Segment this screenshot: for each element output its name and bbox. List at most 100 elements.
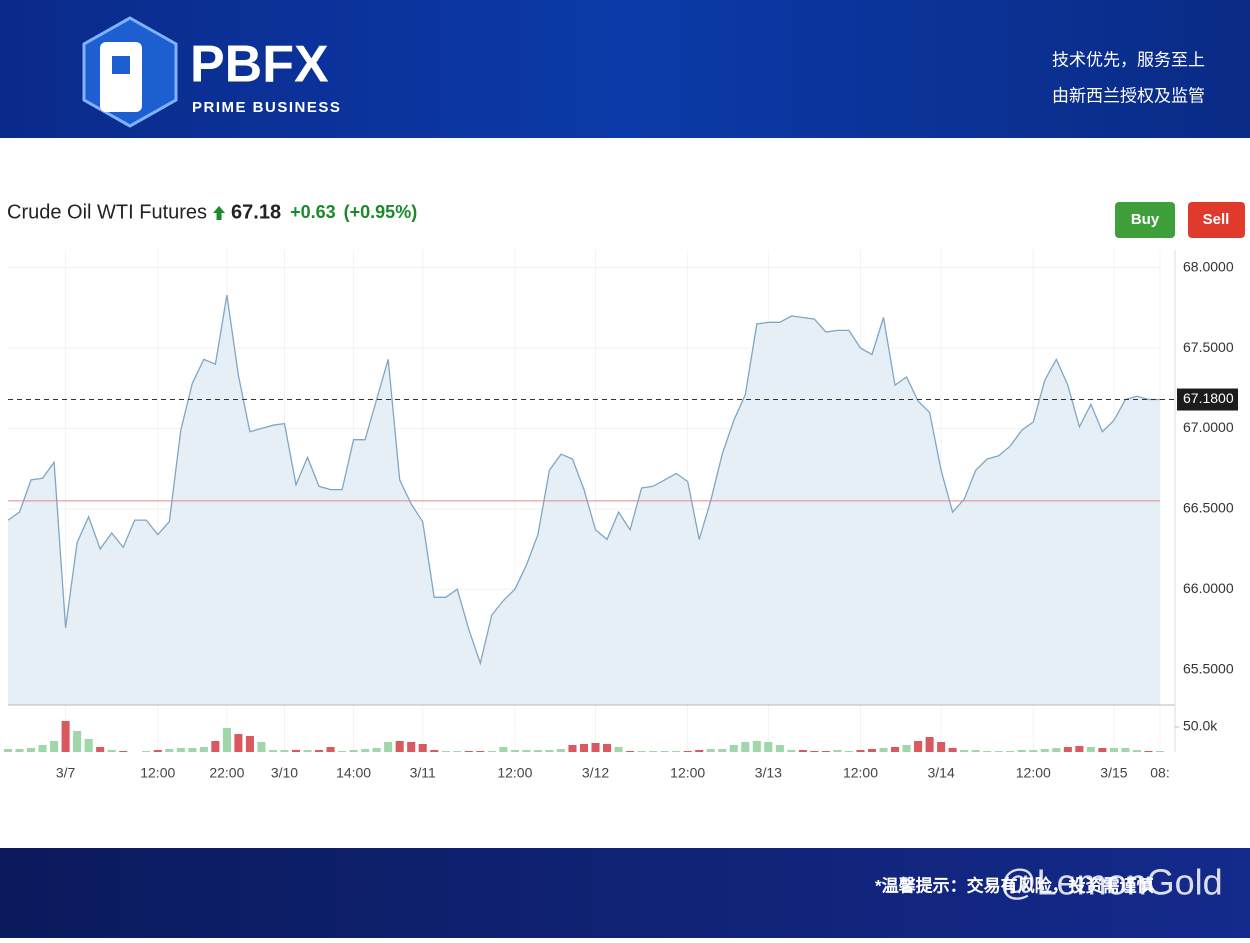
volume-bar xyxy=(614,747,623,752)
volume-bar xyxy=(787,750,796,752)
volume-bar xyxy=(1109,748,1118,752)
slogan: 技术优先，服务至上 xyxy=(1052,50,1205,69)
volume-bar xyxy=(591,743,600,752)
volume-bar xyxy=(867,749,877,752)
volume-bar xyxy=(395,741,404,752)
change: +0.63 xyxy=(290,202,336,222)
x-tick-label: 12:00 xyxy=(1016,765,1051,781)
regulation: 由新西兰授权及监管 xyxy=(1052,86,1205,105)
volume-bar xyxy=(994,751,1003,752)
volume-bar xyxy=(706,749,715,752)
volume-bar xyxy=(683,751,692,752)
price-line xyxy=(7,294,1160,666)
volume-bar xyxy=(50,741,59,752)
footer-note: *温馨提示：交易有风险，投资需谨慎 xyxy=(875,875,1154,895)
price-area xyxy=(8,295,1160,705)
volume-bar xyxy=(476,751,485,752)
x-tick-label: 3/13 xyxy=(755,765,782,781)
volume-bar xyxy=(326,747,335,752)
volume-bar xyxy=(291,750,301,752)
volume-bar xyxy=(533,750,542,752)
volume-bar xyxy=(1040,749,1049,752)
volume-bar xyxy=(937,742,946,752)
brand-tagline: PRIME BUSINESS xyxy=(192,99,341,116)
brand: PBFX xyxy=(190,36,329,94)
buy-button[interactable] xyxy=(1115,202,1175,238)
y-tick-label: 67.5000 xyxy=(1183,339,1234,355)
volume-bar xyxy=(695,750,704,752)
x-tick-label: 3/15 xyxy=(1100,765,1127,781)
volume-bar xyxy=(280,750,289,752)
volume-bar xyxy=(798,750,807,752)
x-tick-label: 12:00 xyxy=(140,765,175,781)
volume-bar xyxy=(568,745,577,752)
volume-bar xyxy=(971,750,980,752)
volume-bar xyxy=(188,748,197,752)
volume-bar xyxy=(199,747,208,752)
volume-bar xyxy=(315,750,324,752)
volume-bar xyxy=(960,750,969,752)
x-tick-label: 3/7 xyxy=(56,765,76,781)
volume-bar xyxy=(165,749,174,752)
volume-bar xyxy=(741,742,750,752)
volume-bar xyxy=(579,744,589,752)
volume-bar xyxy=(84,739,93,752)
buy-label[interactable]: Buy xyxy=(1131,211,1160,228)
change-percent: (+0.95%) xyxy=(344,202,418,222)
volume-bar xyxy=(107,750,116,752)
x-tick-label: 3/14 xyxy=(927,765,954,781)
volume-bar xyxy=(879,748,888,752)
volume-bar xyxy=(61,721,70,752)
volume-bar xyxy=(15,749,24,752)
last-price-box xyxy=(1177,388,1238,411)
volume-bar xyxy=(902,745,911,752)
volume-bar xyxy=(810,751,819,752)
volume-bar xyxy=(418,744,427,752)
x-tick-label: 12:00 xyxy=(843,765,878,781)
quote: Crude Oil WTI Futures 67.18 +0.63 (+0.95%) xyxy=(7,201,417,223)
y-tick-label: 66.5000 xyxy=(1183,500,1234,516)
y-tick-label: 67.0000 xyxy=(1183,419,1234,435)
volume-bar xyxy=(775,745,784,752)
volume-bar xyxy=(38,745,47,752)
volume-bar xyxy=(603,744,612,752)
volume-bar xyxy=(752,741,761,752)
x-tick-label: 12:00 xyxy=(497,765,532,781)
price: 67.18 xyxy=(231,201,281,223)
sell-button[interactable] xyxy=(1188,202,1245,238)
volume-bar xyxy=(430,750,439,752)
volume-bar xyxy=(545,750,554,752)
volume-bar xyxy=(637,751,646,752)
volume-bar xyxy=(1029,750,1038,752)
chart-title: Crude Oil WTI Futures xyxy=(7,201,207,223)
volume-bar xyxy=(338,751,347,752)
header-bg xyxy=(0,0,1250,138)
volume-bar xyxy=(1144,751,1153,752)
volume-bar xyxy=(361,749,370,752)
volume-bar xyxy=(1075,746,1084,752)
volume-bar xyxy=(234,734,243,752)
y-tick-label: 65.5000 xyxy=(1183,660,1234,676)
volume-bar xyxy=(96,747,105,752)
x-tick-label: 3/10 xyxy=(271,765,298,781)
volume-bar xyxy=(718,749,727,752)
volume-bar xyxy=(983,751,992,752)
volume-bar xyxy=(649,751,658,752)
volume-bar xyxy=(303,750,312,752)
volume-bar xyxy=(556,749,565,752)
footer-bg xyxy=(0,848,1250,938)
volume-bar xyxy=(245,736,254,752)
volume-bar xyxy=(626,751,635,752)
x-tick-label: 12:00 xyxy=(670,765,705,781)
up-arrow xyxy=(213,206,226,220)
volume-bar xyxy=(510,750,519,752)
volume-bar xyxy=(925,737,934,752)
volume-bar xyxy=(453,751,462,752)
volume-bar xyxy=(1086,747,1095,752)
sell-label[interactable]: Sell xyxy=(1203,211,1230,228)
y-tick-label: 68.0000 xyxy=(1183,258,1234,274)
last-price-label: 67.1800 xyxy=(1183,390,1234,406)
volume-bar xyxy=(27,748,36,752)
